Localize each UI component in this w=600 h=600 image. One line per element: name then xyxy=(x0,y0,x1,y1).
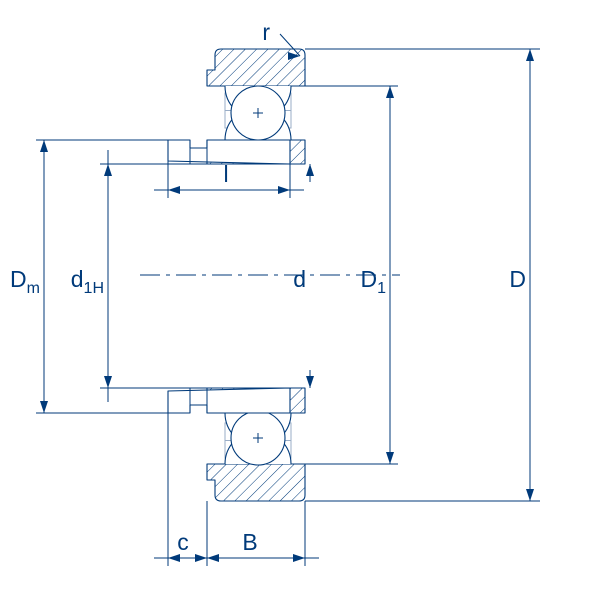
dim-label: r xyxy=(262,19,270,45)
dimension: D xyxy=(509,49,534,501)
rolling-element xyxy=(231,86,285,140)
dim-label: d1H xyxy=(71,266,104,297)
dim-label: Dm xyxy=(10,266,40,297)
dimension: d xyxy=(293,164,314,388)
dim-label: c xyxy=(177,529,189,555)
bearing-diagram: D D1 Dm d1H d l Bc r xyxy=(0,0,600,600)
dim-label: l xyxy=(223,161,228,187)
dim-label: B xyxy=(242,529,257,555)
dimension: D1 xyxy=(360,86,394,464)
dimension: d1H xyxy=(71,150,112,402)
dim-label: d xyxy=(293,266,306,292)
rolling-element xyxy=(231,411,285,465)
adapter-sleeve xyxy=(168,140,290,164)
dimension: Dm xyxy=(10,140,48,413)
dim-label: D1 xyxy=(360,266,386,297)
dimension: l xyxy=(154,161,304,194)
adapter-sleeve xyxy=(168,388,290,413)
dim-label: D xyxy=(509,266,526,292)
dimension: B xyxy=(193,529,319,562)
